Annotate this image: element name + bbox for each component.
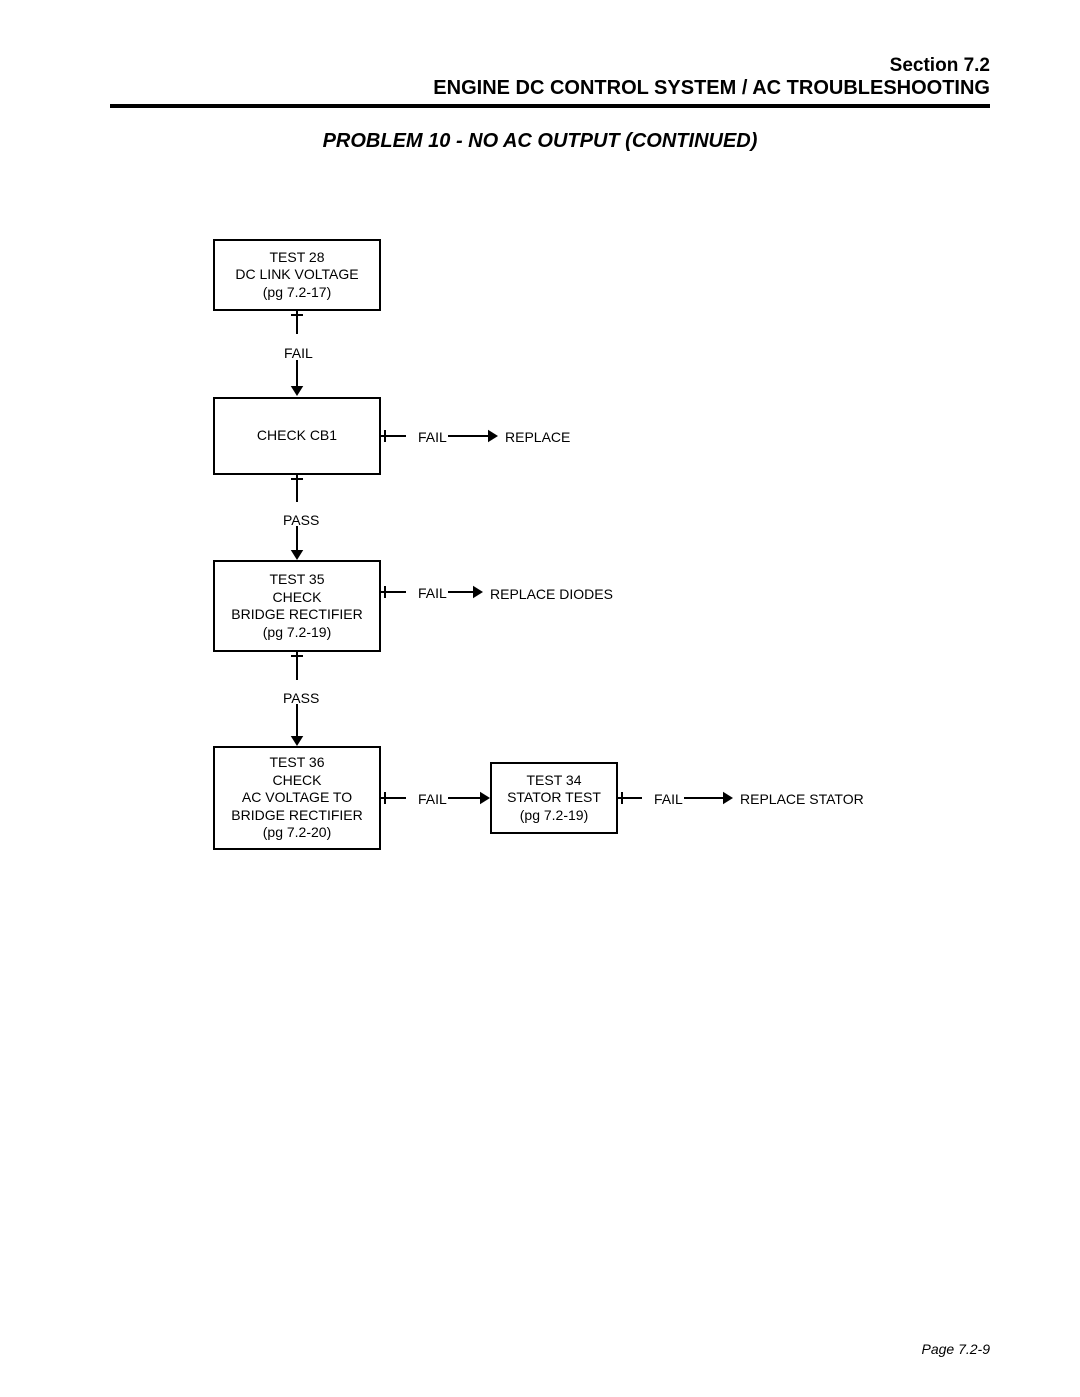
page: Section 7.2 ENGINE DC CONTROL SYSTEM / A… [0,0,1080,1397]
flowchart-connectors [0,0,1080,1397]
page-number: Page 7.2-9 [922,1341,991,1357]
